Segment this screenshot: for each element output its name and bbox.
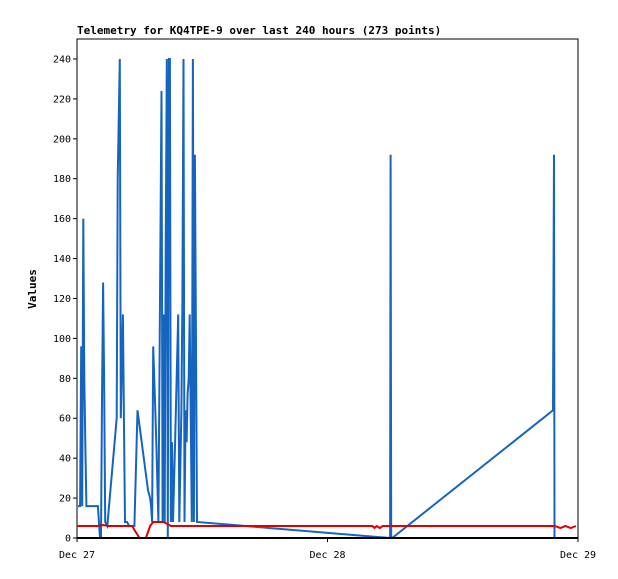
y-tick-label: 80 bbox=[59, 374, 71, 385]
y-tick-label: 180 bbox=[53, 174, 71, 185]
y-tick-label: 40 bbox=[59, 454, 71, 465]
y-tick-label: 120 bbox=[53, 294, 71, 305]
y-tick-label: 100 bbox=[53, 334, 71, 345]
y-tick-label: 0 bbox=[65, 534, 71, 545]
x-tick-label: Dec 27 bbox=[59, 550, 95, 561]
series-layer bbox=[77, 58, 578, 540]
y-tick-label: 200 bbox=[53, 134, 71, 145]
series-line-1 bbox=[78, 58, 558, 540]
y-tick-label: 220 bbox=[53, 94, 71, 105]
x-axis-ticks: Dec 27 Dec 28 Dec 29 bbox=[59, 538, 596, 561]
y-tick-label: 160 bbox=[53, 214, 71, 225]
y-tick-label: 60 bbox=[59, 414, 71, 425]
y-tick-label: 240 bbox=[53, 54, 71, 65]
y-axis-label: Values bbox=[26, 269, 39, 309]
y-tick-label: 140 bbox=[53, 254, 71, 265]
x-tick-label: Dec 28 bbox=[309, 550, 345, 561]
series-line-2 bbox=[77, 521, 577, 539]
chart-title: Telemetry for KQ4TPE-9 over last 240 hou… bbox=[77, 24, 441, 37]
x-tick-label: Dec 29 bbox=[560, 550, 596, 561]
y-tick-label: 20 bbox=[59, 494, 71, 505]
y-axis-ticks: 0 20 40 60 80 100 120 140 160 180 200 220 240 bbox=[53, 54, 77, 545]
